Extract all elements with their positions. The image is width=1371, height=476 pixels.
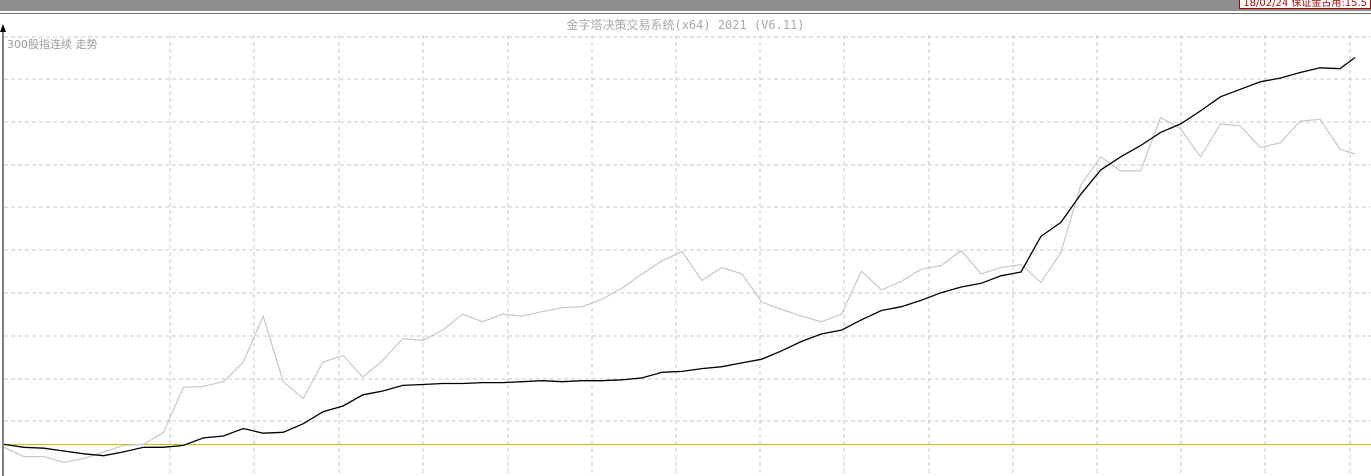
app-title: 金字塔决策交易系统(x64) 2021 (V6.11) (566, 18, 805, 32)
chart-title: 300股指连续 走势 (7, 38, 98, 51)
window-title-bar (0, 0, 1371, 11)
title-bar-divider (0, 13, 1371, 14)
y-axis-arrow-icon (0, 24, 6, 32)
grid (4, 35, 1371, 476)
series-equity-line (3, 56, 1356, 457)
series-index-line (3, 116, 1356, 463)
